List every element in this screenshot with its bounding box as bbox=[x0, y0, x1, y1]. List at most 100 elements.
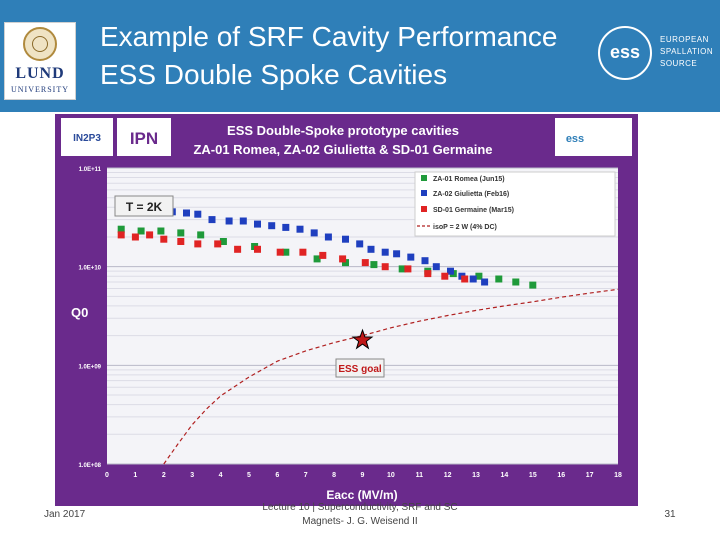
romea-point bbox=[137, 227, 145, 235]
in2p3-logo-text: IN2P3 bbox=[73, 133, 101, 144]
legend-label-romea: ZA-01 Romea (Jun15) bbox=[433, 176, 505, 183]
footer-page-number: 31 bbox=[664, 509, 676, 520]
y-tick-label: 1.0E+11 bbox=[79, 167, 102, 173]
lund-logo-sub: UNIVERSITY bbox=[11, 85, 69, 94]
giulietta-point bbox=[310, 229, 318, 237]
giulietta-point bbox=[194, 210, 202, 218]
y-tick-label: 1.0E+09 bbox=[78, 364, 101, 370]
giulietta-point bbox=[282, 223, 290, 231]
germaine-point bbox=[441, 272, 449, 280]
germaine-point bbox=[214, 240, 222, 248]
x-tick-label: 3 bbox=[190, 472, 194, 479]
chart-subtitle: ZA-01 Romea, ZA-02 Giulietta & SD-01 Ger… bbox=[193, 142, 492, 157]
x-tick-label: 8 bbox=[332, 472, 336, 479]
legend-label-germaine: SD-01 Germaine (Mar15) bbox=[433, 207, 514, 214]
legend-swatch-romea bbox=[421, 175, 427, 181]
ipn-logo-box bbox=[117, 118, 171, 156]
x-tick-label: 0 bbox=[105, 472, 109, 479]
slide-title: Example of SRF Cavity Performance ESS Do… bbox=[100, 18, 558, 94]
x-axis-label: Eacc (MV/m) bbox=[326, 488, 397, 502]
germaine-point bbox=[131, 233, 139, 241]
x-tick-label: 13 bbox=[472, 472, 480, 479]
x-tick-label: 12 bbox=[444, 472, 452, 479]
giulietta-point bbox=[381, 248, 389, 256]
germaine-point bbox=[461, 275, 469, 283]
giulietta-point bbox=[481, 278, 489, 286]
legend bbox=[414, 171, 616, 237]
germaine-point bbox=[276, 248, 284, 256]
chart-image: IN2P3 IPN ess ESS Double-Spoke prototype… bbox=[55, 114, 638, 506]
romea-point bbox=[219, 238, 227, 245]
ess-logo-words: EUROPEAN SPALLATION SOURCE bbox=[660, 34, 713, 70]
romea-point bbox=[177, 229, 185, 237]
ess-logo-line1: EUROPEAN bbox=[660, 35, 709, 44]
temperature-label: T = 2K bbox=[126, 200, 163, 214]
germaine-point bbox=[339, 255, 347, 263]
legend-swatch-germaine bbox=[421, 206, 427, 212]
germaine-point bbox=[194, 240, 202, 248]
giulietta-point bbox=[356, 240, 364, 248]
romea-point bbox=[342, 259, 349, 267]
q0-vs-eacc-chart: IN2P3 IPN ess ESS Double-Spoke prototype… bbox=[55, 114, 638, 506]
romea-point bbox=[495, 275, 503, 283]
germaine-point bbox=[404, 265, 412, 273]
ess-small-logo-box bbox=[555, 118, 632, 156]
data-points bbox=[117, 203, 537, 289]
ipn-logo-text: IPN bbox=[130, 129, 158, 148]
x-tick-label: 18 bbox=[614, 472, 622, 479]
ess-goal-star bbox=[351, 328, 374, 350]
germaine-point bbox=[177, 238, 185, 245]
slide-header: LUND UNIVERSITY Example of SRF Cavity Pe… bbox=[0, 0, 720, 112]
giulietta-point bbox=[421, 257, 429, 265]
ess-logo: ess EUROPEAN SPALLATION SOURCE bbox=[596, 22, 716, 86]
giulietta-point bbox=[432, 263, 440, 271]
x-tick-label: 16 bbox=[557, 472, 565, 479]
x-tick-label: 11 bbox=[416, 472, 424, 479]
legend-swatch-giulietta bbox=[421, 190, 427, 196]
giulietta-point bbox=[296, 225, 304, 233]
y-tick-label: 1.0E+08 bbox=[78, 463, 101, 469]
giulietta-point bbox=[208, 216, 216, 224]
y-tick-labels: 1.0E+11 1.0E+10 1.0E+09 1.0E+08 bbox=[78, 167, 101, 469]
x-tick-label: 4 bbox=[219, 472, 223, 479]
giulietta-point bbox=[183, 209, 190, 217]
giulietta-point bbox=[469, 275, 477, 283]
slide-title-line1: Example of SRF Cavity Performance bbox=[100, 21, 558, 52]
footer-date: Jan 2017 bbox=[44, 509, 86, 520]
giulietta-point bbox=[342, 235, 349, 243]
ess-logo-line3: SOURCE bbox=[660, 59, 698, 68]
x-tick-label: 9 bbox=[361, 472, 365, 479]
footer-lecture: Lecture 10 | Superconductivity, SRF and … bbox=[240, 501, 480, 529]
footer-lecture-line2: Magnets- J. G. Weisend II bbox=[302, 516, 418, 527]
romea-point bbox=[529, 281, 537, 289]
giulietta-point bbox=[367, 245, 375, 253]
romea-point bbox=[313, 255, 321, 263]
romea-point bbox=[512, 278, 520, 286]
x-tick-label: 5 bbox=[247, 472, 251, 479]
x-tick-labels: 0 1 2 3 4 5 6 7 8 9 10 11 12 13 14 15 16 17 18 bbox=[105, 472, 622, 479]
germaine-point bbox=[319, 251, 327, 259]
giulietta-point bbox=[239, 217, 247, 225]
in2p3-logo-box bbox=[61, 118, 113, 156]
y-tick-label: 1.0E+10 bbox=[78, 266, 101, 272]
x-tick-label: 2 bbox=[162, 472, 166, 479]
x-tick-label: 15 bbox=[529, 472, 537, 479]
lund-seal-icon bbox=[23, 27, 57, 61]
giulietta-point bbox=[225, 217, 233, 225]
romea-point bbox=[398, 265, 406, 273]
giulietta-point bbox=[447, 267, 454, 275]
giulietta-point bbox=[268, 222, 276, 230]
x-tick-label: 14 bbox=[501, 472, 509, 479]
romea-point bbox=[117, 225, 125, 233]
chart-title: ESS Double-Spoke prototype cavities bbox=[227, 123, 459, 138]
germaine-point bbox=[299, 248, 307, 256]
temperature-box bbox=[114, 195, 174, 217]
romea-point bbox=[157, 227, 165, 235]
giulietta-point bbox=[407, 253, 415, 261]
x-tick-label: 17 bbox=[586, 472, 594, 479]
germaine-point bbox=[160, 235, 168, 243]
romea-point bbox=[197, 231, 205, 239]
ess-logo-mark: ess bbox=[609, 42, 641, 62]
giulietta-point bbox=[324, 233, 332, 241]
germaine-point bbox=[146, 231, 154, 239]
